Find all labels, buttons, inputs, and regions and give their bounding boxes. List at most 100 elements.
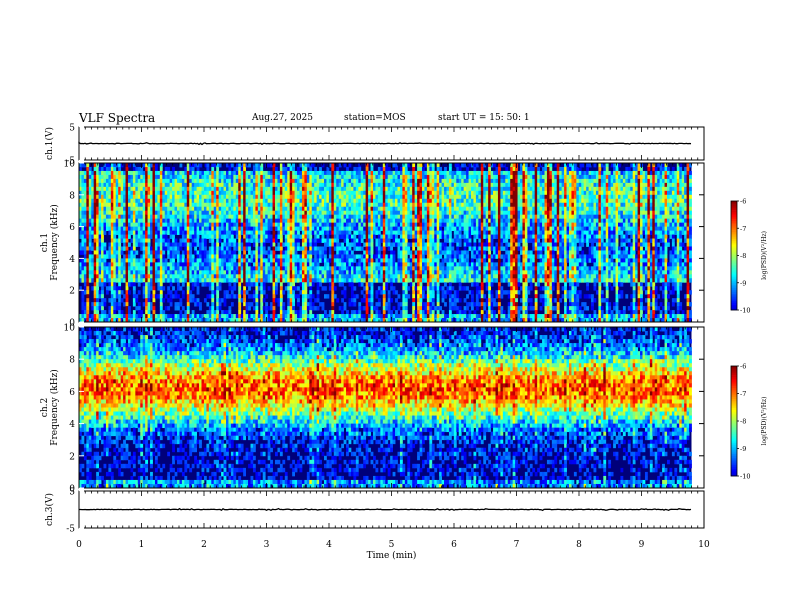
ch1-spectrogram-cell bbox=[426, 178, 430, 184]
ch1-spectrogram-cell bbox=[282, 274, 286, 279]
ch1-spectrogram-cell bbox=[218, 278, 222, 283]
ch1-spectrogram-cell bbox=[348, 202, 352, 208]
ch1-spectrogram-cell bbox=[255, 254, 259, 259]
ch1-spectrogram-cell bbox=[370, 206, 374, 212]
ch1-spectrogram-cell bbox=[341, 274, 344, 279]
ch1-spectrogram-cell bbox=[338, 234, 342, 239]
ch1-spectrogram-cell bbox=[194, 238, 197, 243]
ch1-spectrogram-cell bbox=[221, 298, 224, 303]
ch1-spectrogram-cell bbox=[395, 298, 398, 303]
ch1-spectrogram-cell bbox=[279, 210, 283, 216]
ch1-spectrogram-cell bbox=[267, 266, 271, 271]
ch1-spectrogram-cell bbox=[257, 278, 261, 283]
ch1-spectrogram-cell bbox=[309, 318, 313, 323]
ch1-spectrogram-cell bbox=[279, 190, 283, 196]
ch1-spectrogram-cell bbox=[424, 278, 428, 283]
ch1-spectrogram-cell bbox=[101, 182, 104, 188]
ch1-spectrogram-cell bbox=[402, 270, 406, 275]
ch1-spectrogram-cell bbox=[164, 174, 168, 180]
ch1-spectrogram-cell bbox=[363, 202, 367, 208]
ch1-spectrogram-cell bbox=[377, 250, 381, 255]
ch1-spectrogram-cell bbox=[147, 258, 151, 263]
ch1-spectrogram-cell bbox=[360, 210, 364, 216]
ch1-spectrogram-cell bbox=[164, 294, 168, 299]
ch1-spectrogram-cell bbox=[319, 270, 322, 275]
ch1-spectrogram-cell bbox=[328, 242, 332, 247]
ch1-spectrogram-cell bbox=[426, 270, 430, 275]
ch1-spectrogram-cell bbox=[194, 298, 197, 303]
ch1-spectrogram-cell bbox=[294, 250, 298, 255]
ch1-spectrogram-cell bbox=[130, 226, 134, 231]
ch1-spectrogram-cell bbox=[314, 198, 318, 204]
ch1-spectrogram-cell bbox=[338, 163, 342, 168]
ch1-spectrogram-cell bbox=[375, 254, 379, 259]
ch1-spectrogram-cell bbox=[368, 250, 371, 255]
ch1-spectrogram-cell bbox=[343, 254, 347, 259]
ch1-spectrogram-cell bbox=[101, 278, 104, 283]
ch1-spectrogram-cell bbox=[321, 274, 325, 279]
ch1-spectrogram-cell bbox=[387, 270, 391, 275]
ch1-spectrogram-cell bbox=[287, 270, 291, 275]
ch1-spectrogram-cell bbox=[370, 174, 374, 180]
ch1-spectrogram-cell bbox=[83, 218, 87, 224]
ch1-spectrogram-cell bbox=[255, 282, 259, 287]
ch1-spectrogram-cell bbox=[194, 314, 197, 319]
ch1-spectrogram-cell bbox=[243, 214, 246, 220]
ch1-spectrogram-cell bbox=[282, 314, 286, 319]
ch1-spectrogram-cell bbox=[328, 286, 332, 291]
ch1-spectrogram-cell bbox=[154, 202, 158, 208]
ch1-spectrogram-cell bbox=[412, 230, 416, 235]
ch1-spectrogram-cell bbox=[385, 230, 389, 235]
ch1-spectrogram-cell bbox=[365, 310, 369, 315]
ch1-spectrogram-cell bbox=[186, 178, 190, 184]
ch1-spectrogram-cell bbox=[120, 266, 124, 271]
ch1-spectrogram-cell bbox=[162, 210, 166, 216]
ch1-spectrogram-cell bbox=[154, 314, 158, 319]
ch1-spectrogram-cell bbox=[338, 194, 342, 200]
ch1-spectrogram-cell bbox=[297, 170, 300, 176]
ch1-spectrogram-cell bbox=[213, 230, 217, 235]
ch1-spectrogram-cell bbox=[289, 262, 293, 267]
ch1-spectrogram-cell bbox=[350, 290, 354, 295]
ch1-spectrogram-cell bbox=[289, 306, 293, 311]
ch1-spectrogram-cell bbox=[150, 318, 153, 323]
ch1-spectrogram-cell bbox=[125, 218, 129, 224]
ch1-spectrogram-cell bbox=[294, 214, 298, 220]
ch1-spectrogram-cell bbox=[189, 163, 193, 168]
ch1-spectrogram-cell bbox=[338, 306, 342, 311]
ch1-spectrogram-cell bbox=[201, 182, 205, 188]
ch1-spectrogram-cell bbox=[110, 214, 114, 220]
ch1-spectrogram-cell bbox=[164, 314, 168, 319]
ch1-spectrogram-cell bbox=[422, 270, 425, 275]
ch1-spectrogram-cell bbox=[395, 230, 398, 235]
ch1-spectrogram-cell bbox=[147, 278, 151, 283]
ch1-spectrogram-cell bbox=[157, 226, 161, 231]
ch1-spectrogram-cell bbox=[304, 182, 308, 188]
ch1-spectrogram-cell bbox=[172, 210, 175, 216]
ch1-spectrogram-cell bbox=[81, 270, 85, 275]
ch1-spectrogram-cell bbox=[287, 198, 291, 204]
ch1-spectrogram-cell bbox=[162, 270, 166, 275]
ch1-spectrogram-cell bbox=[348, 314, 352, 319]
ch1-spectrogram-cell bbox=[177, 314, 180, 319]
ch1-spectrogram-cell bbox=[331, 274, 335, 279]
ch1-spectrogram-cell bbox=[355, 218, 359, 224]
ch1-spectrogram-cell bbox=[417, 318, 420, 323]
ch1-spectrogram-cell bbox=[275, 274, 278, 279]
ch1-spectrogram-cell bbox=[414, 226, 418, 231]
ch1-spectrogram-cell bbox=[120, 290, 124, 295]
ch1-spectrogram-cell bbox=[404, 186, 408, 192]
ch1-spectrogram-cell bbox=[409, 202, 413, 208]
ch1-spectrogram-cell bbox=[370, 258, 374, 263]
ch1-spectrogram-cell bbox=[299, 206, 303, 212]
ch1-spectrogram-cell bbox=[326, 294, 330, 299]
ch1-spectrogram-cell bbox=[395, 186, 398, 192]
ch1-spectrogram-cell bbox=[370, 270, 374, 275]
ch1-spectrogram-cell bbox=[125, 242, 129, 247]
ch1-spectrogram-cell bbox=[145, 238, 148, 243]
ch1-spectrogram-cell bbox=[336, 242, 340, 247]
ch1-spectrogram-cell bbox=[333, 190, 337, 196]
ch1-spectrogram-cell bbox=[399, 190, 403, 196]
ch1-spectrogram-cell bbox=[370, 163, 374, 168]
ch1-spectrogram-cell bbox=[223, 222, 227, 228]
